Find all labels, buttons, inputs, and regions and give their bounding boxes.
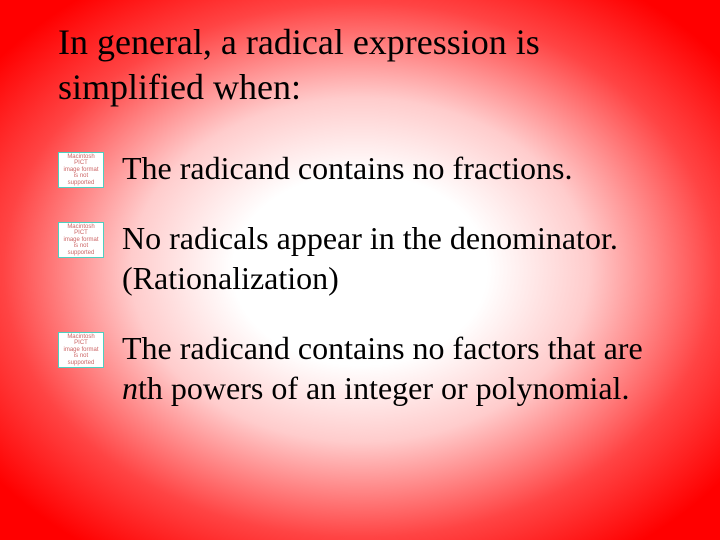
bullet-item: Macintosh PICT image format is not suppo… (58, 218, 662, 298)
missing-image-icon: Macintosh PICT image format is not suppo… (58, 222, 104, 258)
missing-image-icon: Macintosh PICT image format is not suppo… (58, 152, 104, 188)
bullet-text: The radicand contains no factors that ar… (122, 328, 662, 408)
bullet-item: Macintosh PICT image format is not suppo… (58, 328, 662, 408)
slide-content: In general, a radical expression is simp… (0, 0, 720, 458)
bullet-item: Macintosh PICT image format is not suppo… (58, 148, 662, 188)
bullet-text: The radicand contains no fractions. (122, 148, 573, 188)
bullet-text: No radicals appear in the denominator. (… (122, 218, 662, 298)
missing-image-icon: Macintosh PICT image format is not suppo… (58, 332, 104, 368)
slide-title: In general, a radical expression is simp… (58, 20, 662, 110)
